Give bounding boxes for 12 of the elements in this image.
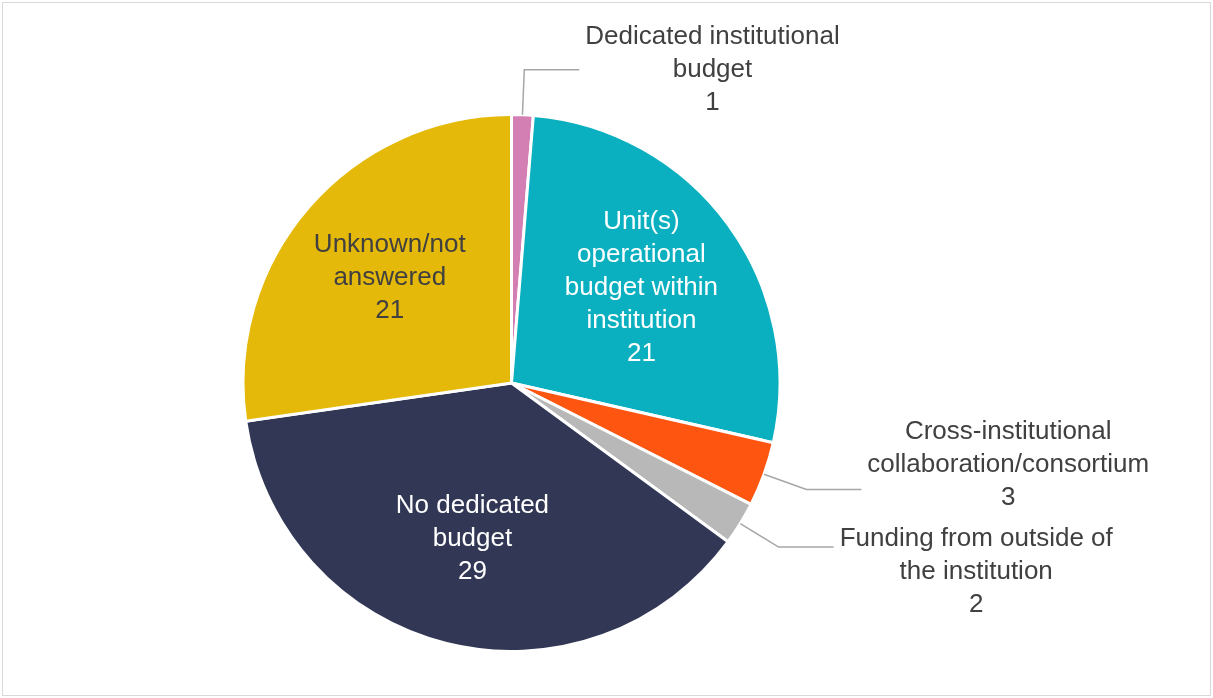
data-label: 2 [968, 587, 984, 618]
slice-label: Dedicated institutional budget [585, 19, 840, 83]
slice-label: Cross-institutional collaboration/consortium [867, 414, 1150, 478]
slice-label: Funding from outside of the institution [839, 521, 1114, 585]
slice-label: No dedicated budget [395, 489, 550, 553]
data-label: 3 [1001, 480, 1016, 511]
data-label: 21 [375, 293, 405, 324]
data-label: 29 [457, 555, 487, 586]
slice-label: Unit(s) operational budget within institution [564, 204, 719, 334]
slice-label: Unknown/not answered [313, 227, 467, 291]
data-label: 1 [705, 85, 720, 116]
data-label: 21 [626, 336, 656, 367]
